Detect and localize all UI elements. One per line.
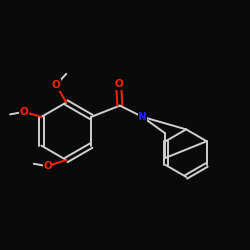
Text: N: N [138,112,147,122]
Text: O: O [52,80,60,90]
Text: O: O [20,107,28,117]
Text: O: O [114,80,123,90]
Text: O: O [43,161,52,171]
